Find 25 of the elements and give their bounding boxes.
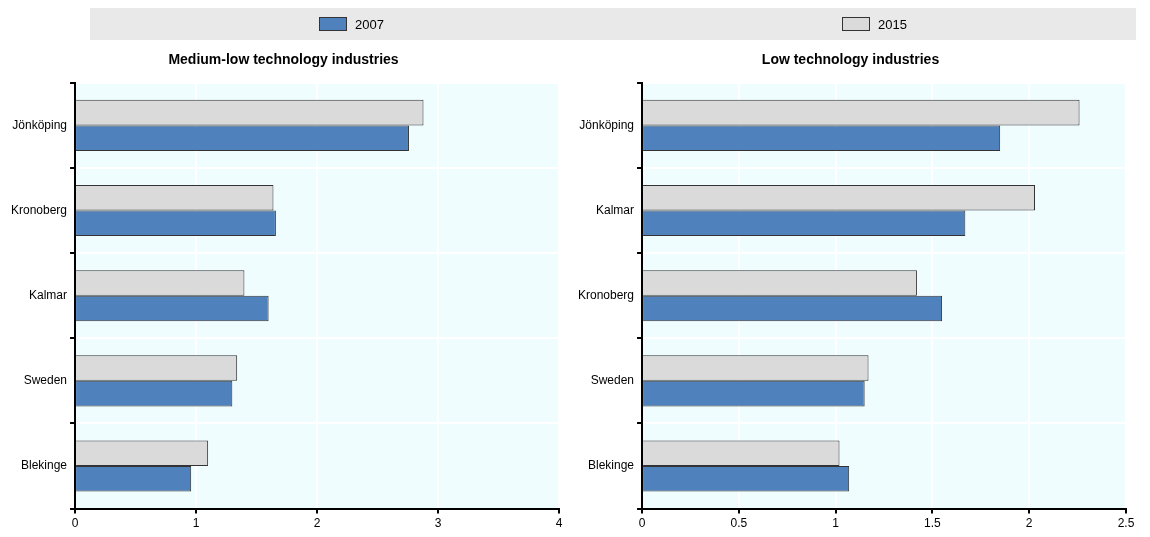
y-tick-label: Sweden <box>590 373 635 388</box>
x-tick-label: 3 <box>434 516 442 531</box>
x-tick-label: 2 <box>1025 516 1033 531</box>
legend-label: 2007 <box>355 16 384 32</box>
legend-label: 2015 <box>878 16 907 32</box>
chart-title: Low technology industries <box>761 51 940 68</box>
chart-title: Medium-low technology industries <box>168 51 399 68</box>
x-tick-label: 0.5 <box>730 516 748 531</box>
x-tick-label: 0 <box>638 516 646 531</box>
y-tick-label: Jönköping <box>12 117 68 132</box>
x-tick-label: 4 <box>555 516 563 531</box>
y-tick-label: Kronoberg <box>10 202 68 217</box>
y-tick-label: Kronoberg <box>577 288 635 303</box>
x-tick-label: 1 <box>832 516 840 531</box>
x-tick-label: 0 <box>71 516 79 531</box>
y-tick-label: Kalmar <box>596 202 635 217</box>
x-tick-label: 2 <box>313 516 321 531</box>
y-tick-label: Jönköping <box>579 117 635 132</box>
x-tick-label: 1 <box>192 516 200 531</box>
x-tick-label: 2.5 <box>1117 516 1135 531</box>
y-tick-label: Kalmar <box>29 288 68 303</box>
y-tick-label: Sweden <box>23 373 68 388</box>
y-tick-label: Blekinge <box>21 458 68 473</box>
y-tick-label: Blekinge <box>588 458 635 473</box>
x-tick-label: 1.5 <box>924 516 942 531</box>
